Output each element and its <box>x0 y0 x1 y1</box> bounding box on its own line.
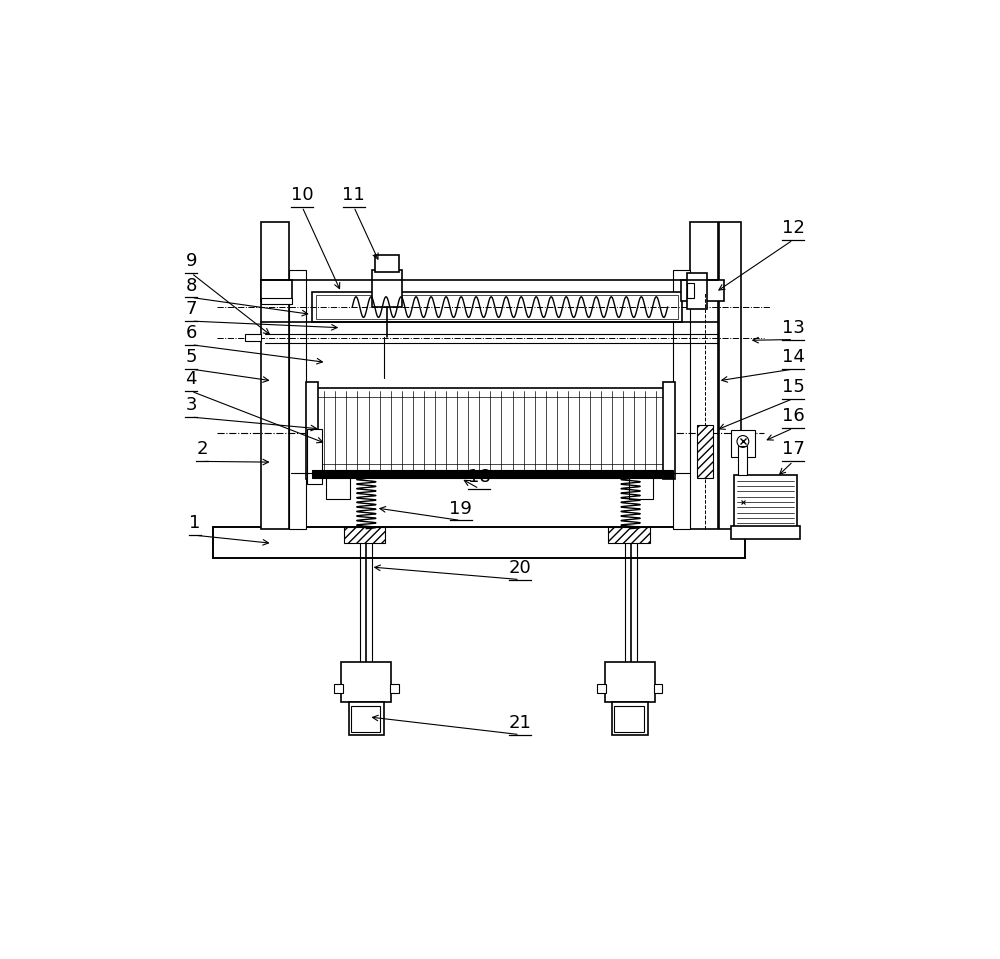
Bar <box>312 470 673 479</box>
Text: 15: 15 <box>782 378 805 396</box>
Bar <box>375 255 399 271</box>
Bar <box>289 270 306 528</box>
Text: 17: 17 <box>782 440 805 458</box>
Bar <box>349 702 384 736</box>
Bar <box>734 434 752 453</box>
Bar <box>326 477 350 499</box>
Bar <box>372 270 402 307</box>
Text: 2: 2 <box>197 440 208 458</box>
Text: 4: 4 <box>186 370 197 388</box>
Bar <box>261 298 292 304</box>
Bar <box>351 706 380 732</box>
Bar <box>719 222 741 528</box>
Bar <box>734 476 797 528</box>
Text: 6: 6 <box>186 324 197 341</box>
Bar <box>390 685 399 693</box>
Text: 5: 5 <box>186 348 197 366</box>
Bar <box>738 446 747 476</box>
Bar <box>663 383 675 480</box>
Bar <box>334 685 343 693</box>
Bar <box>731 526 800 539</box>
Bar <box>307 429 322 484</box>
Bar <box>313 388 668 473</box>
Bar <box>597 685 606 693</box>
Text: 13: 13 <box>782 318 805 337</box>
Text: 18: 18 <box>468 468 491 486</box>
Text: 8: 8 <box>186 276 197 294</box>
Text: 20: 20 <box>509 558 531 576</box>
Bar <box>731 430 755 457</box>
Bar <box>261 222 289 528</box>
Text: 3: 3 <box>186 396 197 414</box>
Bar <box>245 334 261 341</box>
Bar <box>344 527 385 544</box>
Text: 12: 12 <box>782 219 805 237</box>
Bar <box>312 292 682 322</box>
Bar <box>687 284 694 298</box>
Bar <box>213 527 745 558</box>
Bar <box>697 425 713 479</box>
Bar <box>316 295 678 319</box>
Bar <box>673 270 690 528</box>
Bar <box>612 702 648 736</box>
Text: 19: 19 <box>449 500 472 518</box>
Bar <box>608 527 650 544</box>
Text: 16: 16 <box>782 408 804 425</box>
Bar <box>614 706 644 732</box>
Text: 7: 7 <box>186 300 197 318</box>
Text: 21: 21 <box>508 713 531 732</box>
Bar <box>629 477 653 499</box>
Text: 14: 14 <box>782 348 805 366</box>
Bar <box>341 662 391 702</box>
Text: 9: 9 <box>186 252 197 270</box>
Text: 10: 10 <box>291 186 313 203</box>
Bar <box>306 383 318 480</box>
Bar <box>690 222 718 528</box>
Bar <box>654 685 662 693</box>
Bar <box>605 662 655 702</box>
Bar <box>261 280 292 301</box>
Bar <box>687 273 707 309</box>
Text: 11: 11 <box>342 186 365 203</box>
Text: 1: 1 <box>189 514 201 532</box>
Bar <box>681 280 724 301</box>
